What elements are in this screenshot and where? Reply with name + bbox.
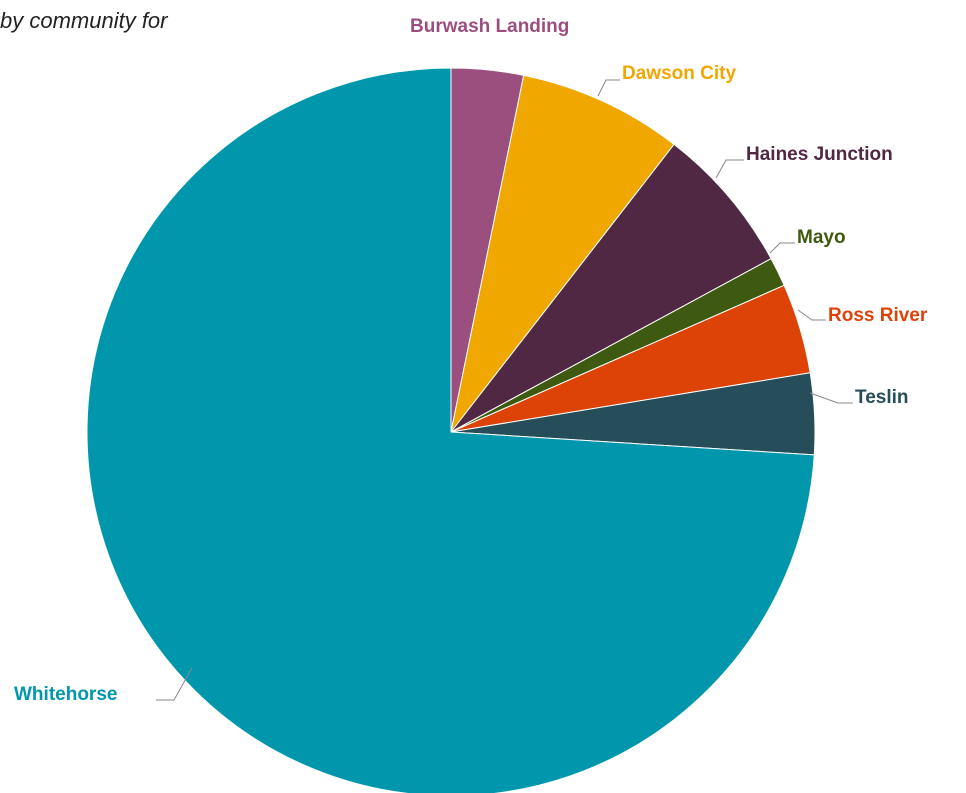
- slice-label-mayo: Mayo: [797, 227, 846, 248]
- chart-title-fragment: by community for: [0, 8, 168, 33]
- leader-lines: [156, 79, 853, 701]
- slice-label-dawson-city: Dawson City: [622, 63, 736, 84]
- slice-label-whitehorse: Whitehorse: [14, 684, 117, 705]
- slice-labels: Burwash Landing Dawson City Haines Junctio…: [14, 16, 928, 705]
- leader-line: [797, 309, 826, 321]
- slice-label-ross-river: Ross River: [828, 305, 928, 326]
- leader-line: [597, 79, 620, 97]
- pie-slice-whitehorse: [86, 67, 815, 793]
- pie-slice-dawson-city: [450, 74, 675, 433]
- leader-line: [156, 667, 193, 701]
- slice-label-burwash-landing: Burwash Landing: [410, 16, 569, 37]
- pie-slices: [86, 67, 816, 793]
- leader-line: [715, 159, 744, 179]
- leader-line: [809, 392, 853, 404]
- slice-label-haines-junction: Haines Junction: [746, 144, 893, 165]
- slice-label-teslin: Teslin: [855, 387, 909, 408]
- pie-slice-haines-junction: [450, 143, 772, 433]
- leader-line: [769, 242, 795, 254]
